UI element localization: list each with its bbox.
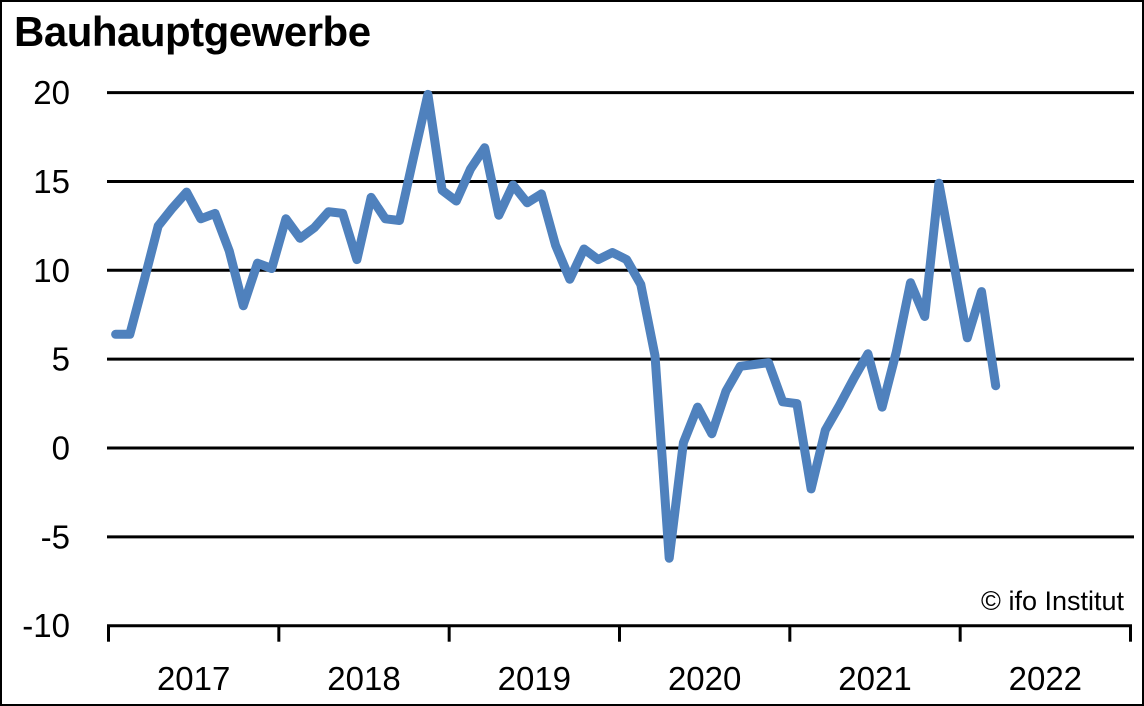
copyright-credit: © ifo Institut <box>981 586 1124 616</box>
x-axis-label-2021: 2021 <box>838 660 911 697</box>
x-axis-label-2020: 2020 <box>668 660 741 697</box>
y-axis-label-20: 20 <box>33 74 70 111</box>
y-axis-label-15: 15 <box>33 163 70 200</box>
y-axis-label-10: 10 <box>33 252 70 289</box>
x-axis-label-2019: 2019 <box>498 660 571 697</box>
x-axis-label-2018: 2018 <box>327 660 400 697</box>
y-axis-label-5: 5 <box>52 341 70 378</box>
y-axis-label--5: -5 <box>41 518 70 555</box>
chart-title: Bauhauptgewerbe <box>14 8 371 55</box>
x-axis-label-2017: 2017 <box>157 660 230 697</box>
y-axis-label-0: 0 <box>52 430 70 467</box>
y-axis-label--10: -10 <box>22 607 70 644</box>
data-line-bauhauptgewerbe <box>111 89 1001 563</box>
x-axis-label-2022: 2022 <box>1009 660 1082 697</box>
